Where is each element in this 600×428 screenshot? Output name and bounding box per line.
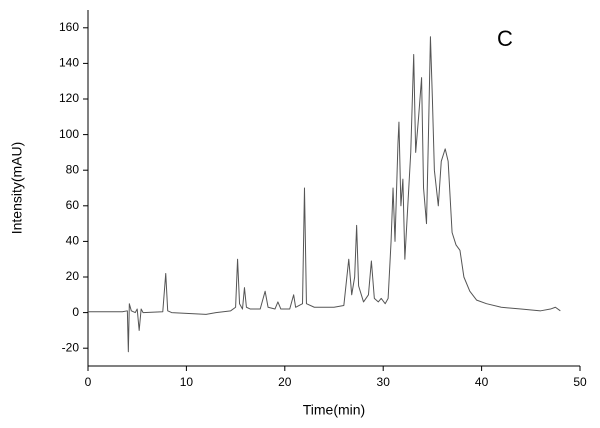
y-tick-label: 160: [59, 20, 79, 34]
chromatogram-line: [88, 36, 561, 353]
y-tick-label: -20: [62, 340, 80, 354]
x-tick-label: 30: [377, 375, 391, 389]
x-tick-label: 40: [475, 375, 489, 389]
x-tick-label: 20: [278, 375, 292, 389]
x-axis-label: Time(min): [303, 402, 365, 418]
y-tick-label: 60: [66, 198, 80, 212]
annotation: C: [497, 26, 513, 51]
y-tick-label: 80: [66, 162, 80, 176]
x-tick-label: 10: [180, 375, 194, 389]
y-tick-label: 40: [66, 234, 80, 248]
x-tick-label: 0: [85, 375, 92, 389]
y-tick-label: 100: [59, 127, 79, 141]
x-tick-label: 50: [573, 375, 587, 389]
y-axis-label: Intensity(mAU): [9, 142, 25, 235]
y-tick-label: 0: [72, 305, 79, 319]
y-tick-label: 20: [66, 269, 80, 283]
y-tick-label: 140: [59, 56, 79, 70]
y-tick-label: 120: [59, 91, 79, 105]
